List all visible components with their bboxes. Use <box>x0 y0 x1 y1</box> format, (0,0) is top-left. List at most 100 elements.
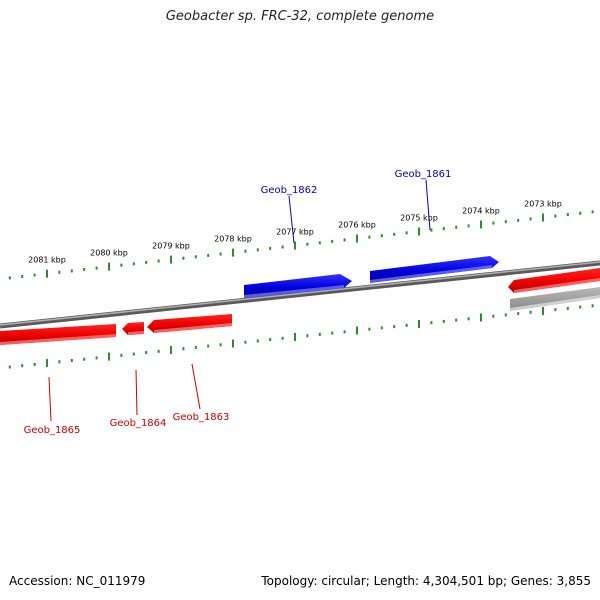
outer-major-tick <box>232 248 234 257</box>
outer-minor-tick <box>145 260 148 264</box>
inner-major-tick <box>356 326 358 335</box>
inner-minor-tick <box>182 347 185 351</box>
gene-label-Geob_1862[interactable]: Geob_1862 <box>261 185 318 196</box>
outer-minor-tick <box>281 245 284 249</box>
inner-minor-tick <box>455 318 458 322</box>
inner-minor-tick <box>467 317 470 321</box>
inner-minor-tick <box>219 343 222 347</box>
inner-minor-tick <box>343 330 346 334</box>
gene-label-Geob_1863[interactable]: Geob_1863 <box>173 412 230 423</box>
outer-minor-tick <box>517 218 520 222</box>
gene-label-Geob_1861[interactable]: Geob_1861 <box>395 169 452 180</box>
outer-minor-tick <box>157 259 160 263</box>
topology-summary: Topology: circular; Length: 4,304,501 bp… <box>261 574 591 588</box>
gene-unlabeled-grey[interactable] <box>510 287 600 311</box>
gene-unlabeled-red[interactable] <box>508 268 600 293</box>
inner-minor-tick <box>33 362 36 366</box>
leader-Geob_1861 <box>425 179 431 231</box>
inner-major-tick <box>542 307 544 315</box>
outer-minor-tick <box>579 211 582 215</box>
outer-minor-tick <box>430 228 433 232</box>
outer-major-tick <box>418 227 420 236</box>
inner-major-tick <box>232 339 234 348</box>
inner-minor-tick <box>517 312 520 316</box>
outer-minor-tick <box>529 217 532 221</box>
outer-minor-tick <box>120 263 123 267</box>
inner-minor-tick <box>269 338 272 342</box>
outer-minor-tick <box>442 227 445 231</box>
outer-minor-tick <box>318 241 321 245</box>
outer-minor-tick <box>566 213 569 217</box>
inner-minor-tick <box>492 314 495 318</box>
inner-minor-tick <box>306 334 309 338</box>
inner-minor-tick <box>8 365 11 369</box>
gene-Geob_1865[interactable] <box>0 324 116 345</box>
inner-minor-tick <box>70 359 73 362</box>
inner-minor-tick <box>566 306 569 310</box>
gene-label-Geob_1864[interactable]: Geob_1864 <box>110 418 167 429</box>
inner-minor-tick <box>430 321 433 325</box>
genome-backbone <box>0 260 600 329</box>
inner-major-tick <box>108 352 110 361</box>
inner-minor-tick <box>21 364 24 368</box>
inner-minor-tick <box>207 344 210 348</box>
inner-minor-tick <box>194 345 197 349</box>
inner-major-tick <box>418 320 420 328</box>
outer-minor-tick <box>368 235 371 239</box>
gene-Geob_1864[interactable] <box>122 322 144 335</box>
outer-minor-tick <box>21 275 24 278</box>
inner-minor-tick <box>331 331 334 335</box>
inner-minor-tick <box>529 310 532 314</box>
outer-minor-tick <box>58 270 61 274</box>
outer-minor-tick <box>504 220 507 224</box>
inner-minor-tick <box>157 349 160 353</box>
inner-minor-tick <box>281 336 284 340</box>
inner-major-tick <box>170 346 172 354</box>
tick-labels: 2073 kbp 2074 kbp 2075 kbp 2076 kbp 2077 kbp… <box>28 200 562 265</box>
inner-minor-tick <box>591 304 594 308</box>
inner-minor-tick <box>58 360 61 364</box>
outer-major-tick <box>356 234 358 243</box>
outer-major-tick <box>46 269 48 278</box>
inner-major-tick <box>294 333 296 341</box>
outer-major-tick <box>170 255 172 264</box>
tick-label: 2078 kbp <box>214 235 252 244</box>
outer-minor-tick <box>33 273 36 277</box>
outer-major-tick <box>108 262 110 271</box>
genome-backbone-highlight <box>0 261 600 326</box>
outer-minor-tick <box>207 253 210 257</box>
inner-minor-tick <box>554 308 557 312</box>
inner-minor-tick <box>579 305 582 309</box>
inner-minor-tick <box>393 325 396 329</box>
inner-major-tick <box>46 359 48 368</box>
outer-minor-tick <box>306 242 309 246</box>
inner-minor-tick <box>380 326 383 330</box>
outer-major-tick <box>542 213 544 222</box>
tick-label: 2076 kbp <box>338 221 376 230</box>
gene-label-Geob_1865[interactable]: Geob_1865 <box>24 425 81 436</box>
outer-minor-tick <box>70 269 73 273</box>
inner-minor-tick <box>120 353 123 357</box>
tick-label: 2075 kbp <box>400 214 438 223</box>
tick-label: 2074 kbp <box>462 207 500 216</box>
outer-minor-tick <box>554 214 557 218</box>
inner-tick-track <box>8 304 594 369</box>
leader-Geob_1863 <box>191 363 201 410</box>
outer-minor-tick <box>393 232 396 236</box>
outer-minor-tick <box>194 255 197 259</box>
outer-minor-tick <box>95 266 98 270</box>
tick-label: 2080 kbp <box>90 249 128 258</box>
gene-Geob_1862[interactable] <box>244 274 352 298</box>
outer-minor-tick <box>591 210 594 214</box>
outer-minor-tick <box>380 234 383 238</box>
inner-minor-tick <box>405 323 408 327</box>
accession-label: Accession: NC_011979 <box>9 574 146 588</box>
outer-minor-tick <box>219 252 222 256</box>
tick-label: 2073 kbp <box>524 200 562 209</box>
outer-minor-tick <box>256 248 259 252</box>
inner-minor-tick <box>442 319 445 323</box>
gene-Geob_1863[interactable] <box>147 314 232 333</box>
gene-Geob_1861[interactable] <box>370 256 499 283</box>
